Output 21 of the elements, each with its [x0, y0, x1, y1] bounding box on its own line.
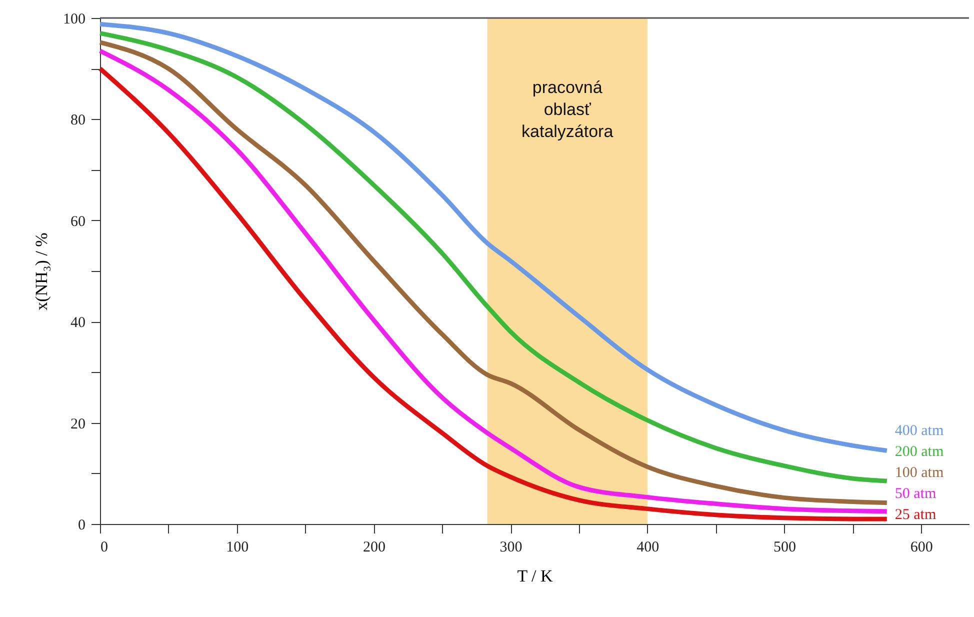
- x-axis-title: T / K: [517, 566, 554, 586]
- series-label: 50 atm: [894, 486, 936, 502]
- band-label: pracovná oblasť katalyzátora: [522, 78, 614, 141]
- x-tick-label: 600: [910, 540, 933, 556]
- x-tick-label: 0: [100, 540, 108, 556]
- y-tick-label: 60: [70, 214, 86, 230]
- x-tick-label: 300: [500, 540, 522, 556]
- x-tick-label: 500: [774, 540, 796, 556]
- y-tick-label: 80: [70, 112, 86, 129]
- series-label: 100 atm: [894, 465, 944, 481]
- y-tick-label: 100: [63, 12, 86, 28]
- y-tick-label: 0: [78, 518, 86, 534]
- y-tick-label: 20: [70, 416, 86, 432]
- series-label: 25 atm: [894, 507, 936, 523]
- x-tick-label: 200: [362, 540, 386, 556]
- y-tick-label: 40: [70, 315, 86, 332]
- x-tick-label: 100: [226, 540, 249, 556]
- y-axis-title: x(NH₃) / %: [32, 232, 51, 310]
- series-label: 200 atm: [894, 444, 944, 460]
- x-tick-label: 400: [636, 540, 660, 556]
- series-label: 400 atm: [894, 423, 944, 439]
